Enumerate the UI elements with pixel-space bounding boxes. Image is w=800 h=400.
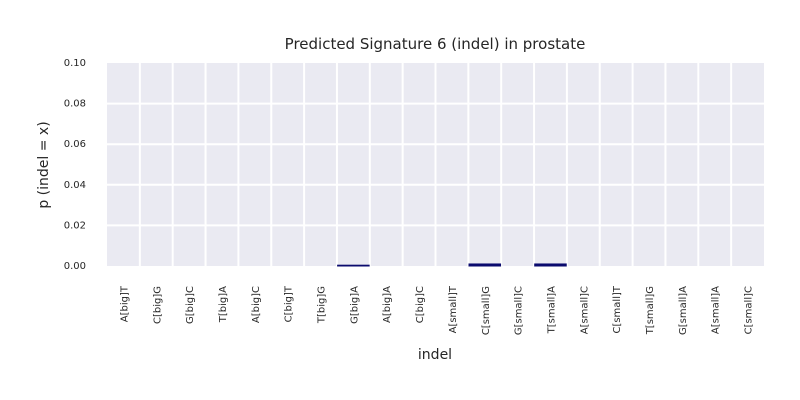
x-tick-labels: A[big]T C[big]G G[big]C T[big]A A[big]C C[big… xyxy=(119,285,754,335)
bar-G[big]A xyxy=(337,264,370,267)
x-tick-label: C[big]C xyxy=(415,286,426,323)
x-tick-label: T[small]A xyxy=(546,286,557,335)
x-tick-label: A[small]T xyxy=(448,285,459,333)
x-tick-label: C[small]T xyxy=(612,285,623,333)
y-tick-label: 0.00 xyxy=(64,261,86,272)
x-tick-label: A[small]C xyxy=(579,286,590,334)
y-tick-labels: 0.00 0.02 0.04 0.06 0.08 0.10 xyxy=(64,58,86,272)
bar-T[small]A xyxy=(534,263,567,267)
x-tick-label: C[small]G xyxy=(481,286,492,335)
y-tick-label: 0.04 xyxy=(64,180,86,191)
y-tick-label: 0.02 xyxy=(64,220,86,231)
x-tick-label: T[small]G xyxy=(645,286,656,335)
grid xyxy=(107,63,764,266)
x-tick-label: G[big]C xyxy=(185,286,196,324)
x-tick-label: T[big]A xyxy=(218,286,229,323)
x-tick-label: G[small]A xyxy=(678,286,689,335)
bars xyxy=(337,263,567,267)
x-axis-label: indel xyxy=(418,347,452,363)
x-tick-label: T[big]G xyxy=(317,286,328,324)
x-tick-label: A[big]C xyxy=(251,286,262,323)
y-tick-label: 0.08 xyxy=(64,99,86,110)
x-tick-label: A[big]A xyxy=(382,286,393,323)
chart-title: Predicted Signature 6 (indel) in prostat… xyxy=(285,35,586,53)
y-tick-label: 0.10 xyxy=(64,58,86,69)
bar-C[small]G xyxy=(468,263,502,267)
x-tick-label: G[small]C xyxy=(514,286,525,335)
x-tick-label: C[big]T xyxy=(284,285,295,322)
x-tick-label: A[small]A xyxy=(711,286,722,334)
y-axis-label: p (indel = x) xyxy=(36,121,52,208)
x-tick-label: C[small]C xyxy=(744,286,755,334)
x-tick-label: G[big]A xyxy=(349,286,360,324)
x-tick-label: C[big]G xyxy=(152,286,163,324)
y-tick-label: 0.06 xyxy=(64,139,86,150)
x-tick-label: A[big]T xyxy=(119,285,130,322)
